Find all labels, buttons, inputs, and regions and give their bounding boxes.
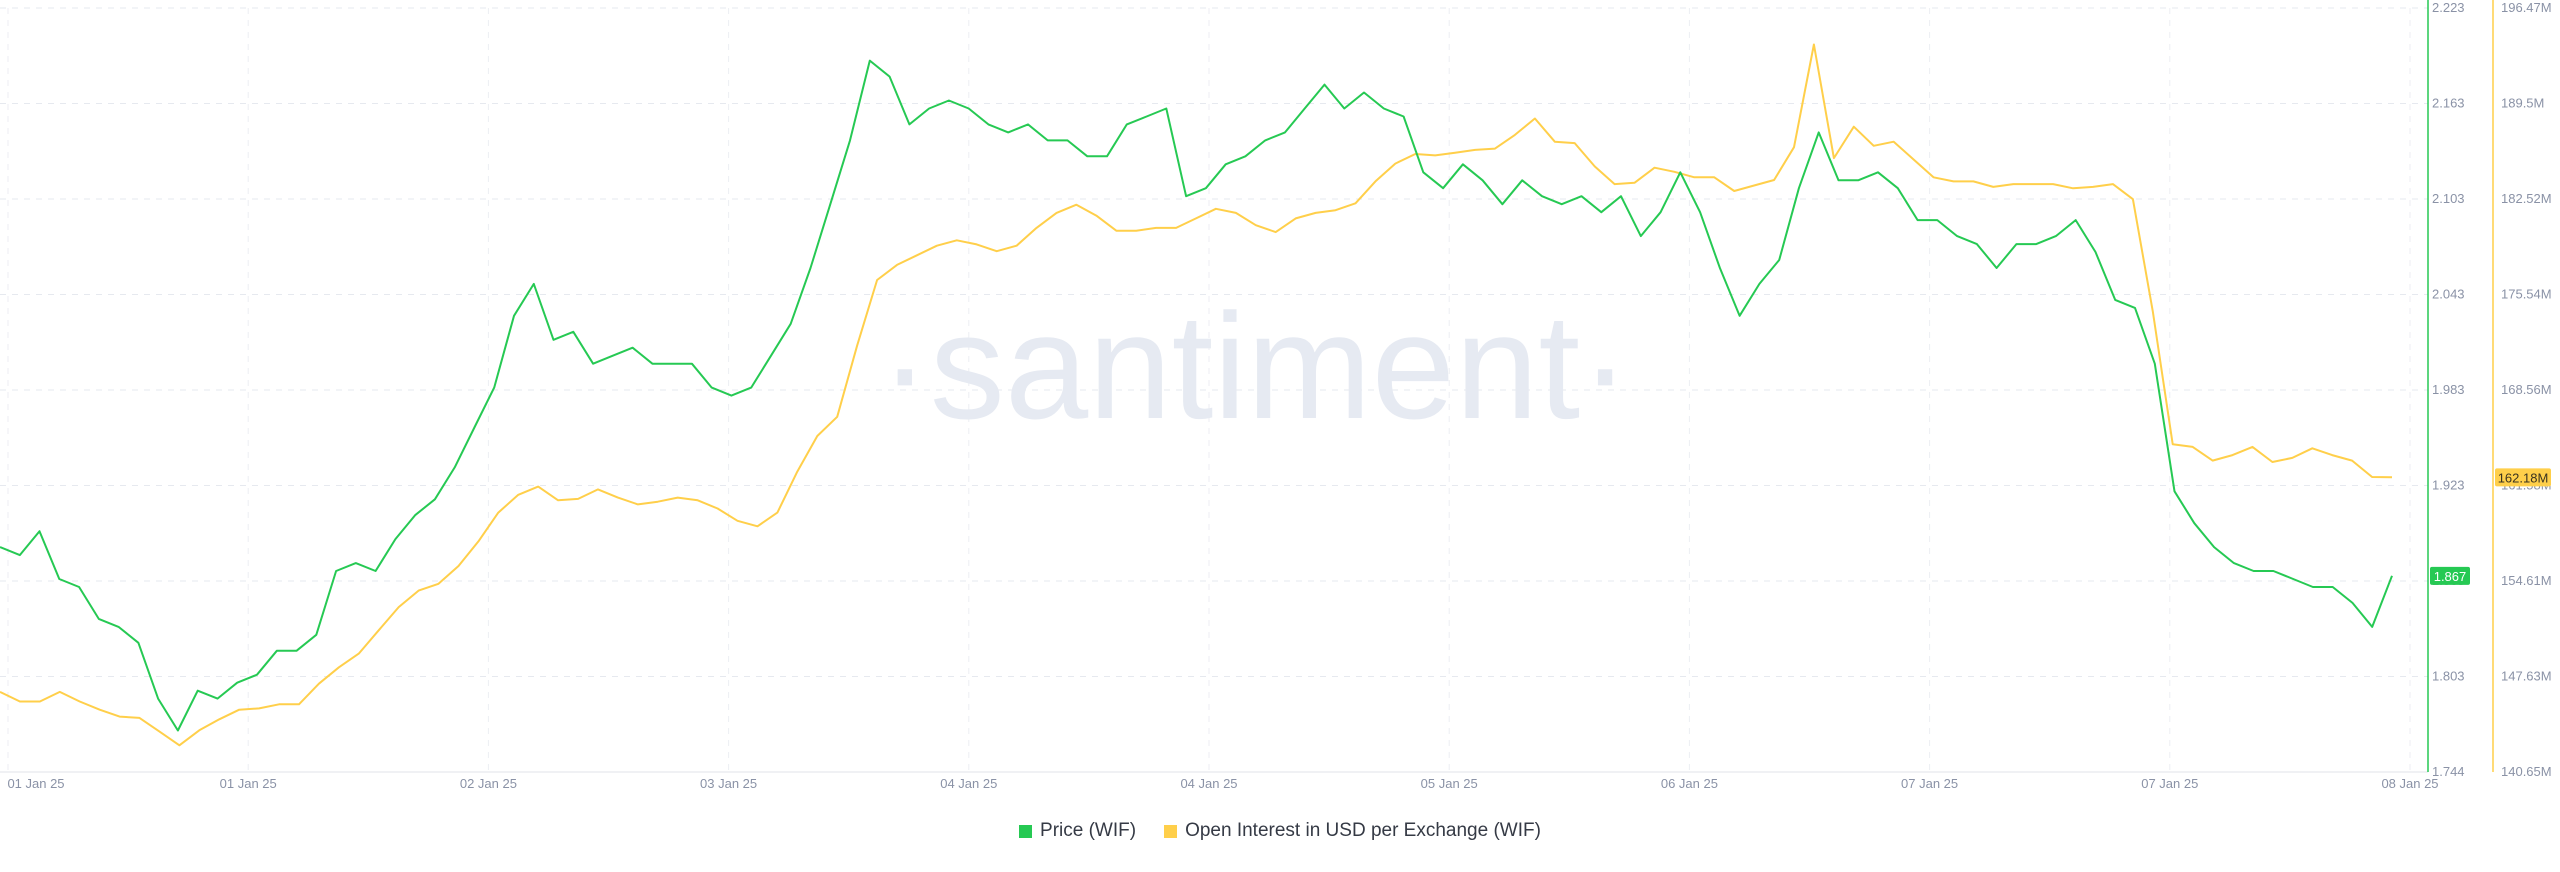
x-tick-label: 04 Jan 25 xyxy=(940,776,997,791)
y-right-tick-label: 140.65M xyxy=(2501,764,2552,779)
y-left-tick-label: 1.983 xyxy=(2432,382,2465,397)
legend-item-open-interest[interactable]: Open Interest in USD per Exchange (WIF) xyxy=(1164,820,1541,842)
x-tick-label: 01 Jan 25 xyxy=(7,776,64,791)
open-interest-last-value-label: 162.18M xyxy=(2498,470,2549,485)
x-tick-label: 05 Jan 25 xyxy=(1421,776,1478,791)
x-tick-label: 06 Jan 25 xyxy=(1661,776,1718,791)
y-right-tick-label: 175.54M xyxy=(2501,287,2552,302)
y-left-tick-label: 2.103 xyxy=(2432,191,2465,206)
legend-label-open-interest: Open Interest in USD per Exchange (WIF) xyxy=(1185,820,1541,841)
y-left-tick-label: 2.223 xyxy=(2432,0,2465,15)
y-right-tick-label: 196.47M xyxy=(2501,0,2552,15)
x-tick-label: 08 Jan 25 xyxy=(2381,776,2438,791)
y-right-tick-label: 189.5M xyxy=(2501,96,2544,111)
x-tick-label: 03 Jan 25 xyxy=(700,776,757,791)
y-left-tick-label: 2.043 xyxy=(2432,287,2465,302)
x-tick-label: 07 Jan 25 xyxy=(1901,776,1958,791)
x-tick-label: 01 Jan 25 xyxy=(220,776,277,791)
y-left-tick-label: 2.163 xyxy=(2432,96,2465,111)
y-left-tick-label: 1.803 xyxy=(2432,669,2465,684)
price-last-value-label: 1.867 xyxy=(2434,569,2467,584)
santiment-watermark: ·santiment· xyxy=(880,282,1630,450)
last-value-labels: 162.18M 1.867 xyxy=(2430,468,2551,585)
y-right-tick-label: 182.52M xyxy=(2501,191,2552,206)
x-tick-label: 07 Jan 25 xyxy=(2141,776,2198,791)
y-right-tick-label: 154.61M xyxy=(2501,573,2552,588)
y-right-tick-label: 168.56M xyxy=(2501,382,2552,397)
x-tick-label: 04 Jan 25 xyxy=(1180,776,1237,791)
legend-item-price[interactable]: Price (WIF) xyxy=(1019,820,1136,842)
x-tick-label: 02 Jan 25 xyxy=(460,776,517,791)
legend: Price (WIF) Open Interest in USD per Exc… xyxy=(0,820,2560,842)
y-left-tick-label: 1.744 xyxy=(2432,764,2465,779)
price-swatch xyxy=(1019,824,1033,838)
legend-label-price: Price (WIF) xyxy=(1040,820,1137,841)
price-line xyxy=(0,59,2393,732)
y-right-tick-label: 147.63M xyxy=(2501,669,2552,684)
open-interest-last-value-badge xyxy=(2495,468,2551,487)
series-layer xyxy=(0,43,2393,747)
open-interest-swatch xyxy=(1164,824,1178,838)
open-interest-line xyxy=(0,43,2393,747)
y-left-tick-label: 1.923 xyxy=(2432,478,2465,493)
price-last-value-badge xyxy=(2430,566,2470,585)
grid xyxy=(0,7,2428,772)
